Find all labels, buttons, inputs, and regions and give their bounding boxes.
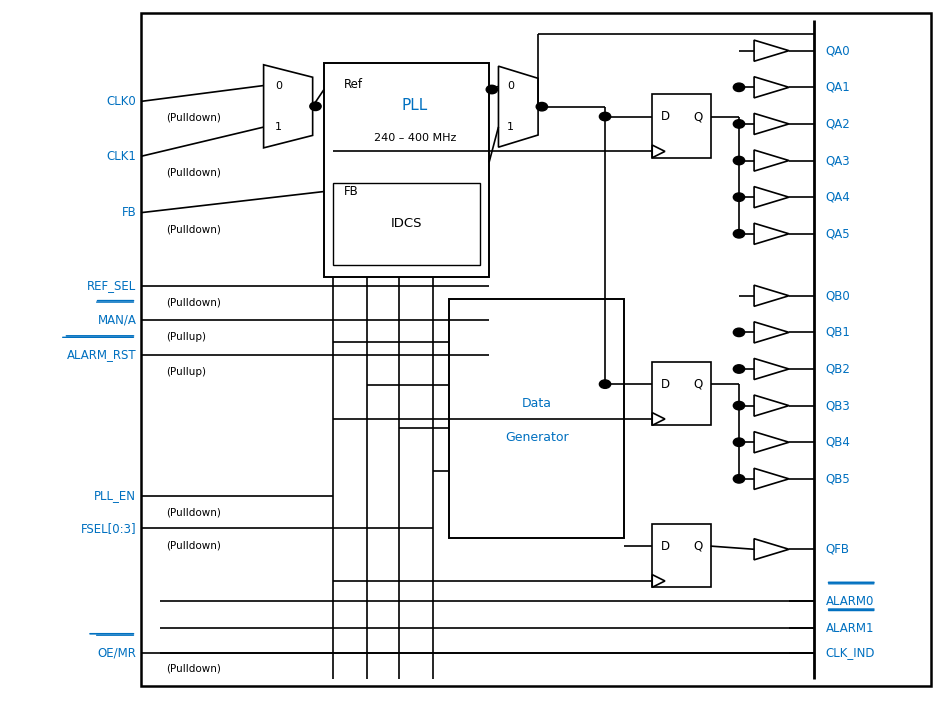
Polygon shape [754,358,789,380]
Text: QFB: QFB [826,543,850,556]
Text: PLL: PLL [402,98,428,113]
Text: FB: FB [121,206,136,219]
Text: Data: Data [521,397,552,411]
Circle shape [733,328,745,337]
Text: QA4: QA4 [826,191,850,204]
Text: QB0: QB0 [826,289,850,303]
Text: 1: 1 [507,122,514,132]
Text: D: D [660,539,670,553]
Text: FSEL[0:3]: FSEL[0:3] [80,522,136,534]
Polygon shape [754,187,789,208]
Circle shape [733,230,745,238]
Polygon shape [754,285,789,306]
Text: (Pulldown): (Pulldown) [166,168,221,177]
Polygon shape [652,575,665,588]
Text: REF_SEL: REF_SEL [87,279,136,293]
Text: IDCS: IDCS [391,218,422,230]
Text: CLK0: CLK0 [107,95,136,108]
Text: Q: Q [693,539,703,553]
Text: (Pulldown): (Pulldown) [166,664,221,674]
Text: (Pulldown): (Pulldown) [166,298,221,308]
Polygon shape [754,223,789,245]
Text: ALARM1: ALARM1 [826,621,874,635]
Circle shape [600,112,611,121]
Bar [652,94,710,158]
Text: (Pullup): (Pullup) [166,332,206,341]
Circle shape [600,380,611,388]
Polygon shape [754,395,789,416]
Polygon shape [754,77,789,98]
Text: QB1: QB1 [826,326,850,339]
Circle shape [733,438,745,446]
Polygon shape [754,468,789,489]
Text: CLK_IND: CLK_IND [826,646,875,660]
Bar [333,183,480,264]
Circle shape [733,474,745,483]
Circle shape [536,103,548,111]
Polygon shape [754,432,789,452]
Text: QA3: QA3 [826,154,850,167]
Polygon shape [754,40,789,62]
Polygon shape [264,65,312,148]
Bar [652,524,710,588]
Polygon shape [754,539,789,560]
Text: ALARM0: ALARM0 [826,595,874,608]
Bar [141,13,932,686]
Circle shape [733,365,745,373]
Text: D: D [660,378,670,391]
Circle shape [733,83,745,91]
Text: QB4: QB4 [826,436,850,449]
Text: 0: 0 [275,81,282,90]
Circle shape [486,86,498,94]
Text: (Pullup): (Pullup) [166,367,206,377]
Polygon shape [754,150,789,171]
Text: OE/MR: OE/MR [97,646,136,660]
Text: 0: 0 [507,81,514,91]
Circle shape [733,193,745,201]
Text: QA0: QA0 [826,44,850,57]
Polygon shape [754,322,789,343]
Text: Ref: Ref [343,78,362,90]
Text: ALARM_RST: ALARM_RST [66,349,136,361]
Circle shape [733,119,745,128]
Text: (Pulldown): (Pulldown) [166,225,221,235]
Text: 240 – 400 MHz: 240 – 400 MHz [374,133,456,143]
Bar [449,298,624,538]
Text: QB2: QB2 [826,363,850,375]
Circle shape [733,402,745,410]
Text: Q: Q [693,110,703,123]
Text: QA2: QA2 [826,117,850,130]
Text: QA1: QA1 [826,81,850,94]
Text: (Pulldown): (Pulldown) [166,508,221,518]
Text: QA5: QA5 [826,227,850,240]
Circle shape [733,156,745,165]
Polygon shape [652,413,665,426]
Polygon shape [499,66,538,147]
Text: QB3: QB3 [826,399,850,412]
Bar [324,63,489,277]
Text: 1: 1 [275,122,282,132]
Text: (Pulldown): (Pulldown) [166,112,221,122]
Polygon shape [652,145,665,158]
Text: Generator: Generator [505,431,569,444]
Bar [652,362,710,426]
Polygon shape [754,113,789,134]
Circle shape [310,102,321,110]
Text: QB5: QB5 [826,472,850,485]
Text: (Pulldown): (Pulldown) [166,540,221,550]
Text: Q: Q [693,378,703,391]
Text: CLK1: CLK1 [106,150,136,163]
Text: D: D [660,110,670,123]
Text: MAN/A: MAN/A [97,313,136,326]
Text: FB: FB [343,185,359,198]
Text: PLL_EN: PLL_EN [95,489,136,502]
